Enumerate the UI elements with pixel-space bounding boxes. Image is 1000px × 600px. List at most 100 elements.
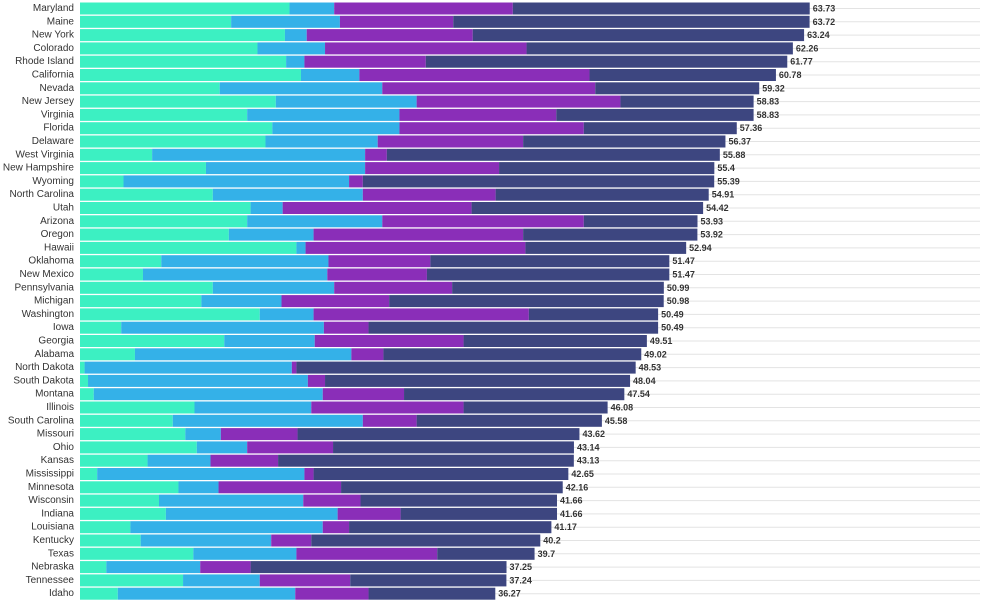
category-label: Texas bbox=[48, 548, 74, 559]
bars bbox=[80, 2, 810, 600]
total-label: 43.13 bbox=[577, 456, 600, 466]
bar-segment-1 bbox=[80, 574, 184, 587]
total-label: 37.25 bbox=[510, 562, 533, 572]
bar-segment-3 bbox=[218, 481, 342, 494]
category-label: Georgia bbox=[38, 336, 74, 347]
bar-segment-3 bbox=[271, 534, 312, 547]
category-label: South Dakota bbox=[13, 375, 74, 386]
category-label: New Mexico bbox=[20, 269, 75, 280]
total-label: 43.62 bbox=[582, 429, 605, 439]
total-label: 63.73 bbox=[813, 4, 836, 14]
bar-segment-1 bbox=[80, 481, 179, 494]
bar-segment-4 bbox=[341, 481, 563, 494]
total-label: 41.66 bbox=[560, 509, 583, 519]
bar-segment-4 bbox=[525, 241, 687, 254]
bar-segment-1 bbox=[80, 401, 195, 414]
total-label: 55.4 bbox=[717, 163, 735, 173]
total-label: 42.16 bbox=[566, 482, 589, 492]
bar-segment-2 bbox=[224, 335, 315, 347]
category-label: Montana bbox=[35, 389, 74, 400]
bar-segment-4 bbox=[311, 534, 541, 547]
bar-segment-1 bbox=[80, 122, 273, 135]
bar-segment-3 bbox=[307, 374, 326, 387]
bar-segment-2 bbox=[152, 148, 366, 161]
total-label: 63.24 bbox=[807, 30, 830, 40]
bar-segment-1 bbox=[80, 587, 118, 600]
total-label: 55.39 bbox=[717, 176, 740, 186]
bar-segment-4 bbox=[526, 42, 793, 55]
category-label: North Dakota bbox=[15, 362, 74, 373]
total-label: 42.65 bbox=[571, 469, 594, 479]
bar-segment-1 bbox=[80, 188, 213, 201]
bar-segment-1 bbox=[80, 55, 287, 68]
bar-segment-1 bbox=[80, 561, 107, 574]
bar-segment-4 bbox=[471, 202, 704, 214]
bar-segment-3 bbox=[328, 255, 431, 268]
total-label: 53.92 bbox=[700, 230, 723, 240]
total-label: 62.26 bbox=[796, 43, 819, 53]
total-label: 49.02 bbox=[644, 349, 667, 359]
bar-segment-3 bbox=[322, 521, 350, 534]
bar-segment-1 bbox=[80, 428, 186, 441]
category-label: Indiana bbox=[41, 508, 74, 519]
bar-segment-1 bbox=[80, 388, 94, 401]
bar-segment-2 bbox=[172, 414, 363, 427]
bar-segment-2 bbox=[201, 295, 282, 308]
bar-segment-3 bbox=[295, 587, 369, 600]
bar-segment-3 bbox=[416, 95, 621, 108]
bar-segment-2 bbox=[228, 228, 314, 241]
category-label: Rhode Island bbox=[15, 56, 74, 67]
bar-segment-4 bbox=[512, 2, 810, 15]
total-label: 50.98 bbox=[667, 296, 690, 306]
total-label: 47.54 bbox=[627, 389, 650, 399]
bar-segment-4 bbox=[350, 574, 507, 587]
bar-segment-3 bbox=[359, 69, 590, 81]
category-label: Hawaii bbox=[44, 242, 74, 253]
bar-segment-1 bbox=[80, 374, 89, 387]
bar-segment-2 bbox=[123, 175, 350, 188]
bar-segment-2 bbox=[212, 281, 335, 294]
total-label: 50.49 bbox=[661, 309, 684, 319]
bar-segment-4 bbox=[583, 215, 698, 228]
total-label: 50.99 bbox=[667, 283, 690, 293]
bar-segment-4 bbox=[296, 361, 636, 374]
category-label: Idaho bbox=[49, 588, 74, 599]
bar-segment-3 bbox=[382, 215, 584, 228]
bar-segment-4 bbox=[523, 228, 698, 241]
bar-segment-1 bbox=[80, 15, 232, 28]
bar-segment-1 bbox=[80, 268, 143, 281]
category-label: Pennsylvania bbox=[15, 282, 75, 293]
bar-segment-1 bbox=[80, 82, 220, 95]
category-label: California bbox=[32, 70, 75, 81]
total-label: 40.2 bbox=[543, 536, 561, 546]
bar-segment-3 bbox=[220, 428, 298, 441]
bar-segment-2 bbox=[231, 15, 340, 28]
bar-segment-2 bbox=[250, 202, 283, 214]
bar-segment-4 bbox=[362, 175, 715, 188]
total-label: 54.42 bbox=[706, 203, 729, 213]
bar-segment-1 bbox=[80, 175, 124, 188]
bar-segment-1 bbox=[80, 547, 194, 560]
category-label: Nevada bbox=[40, 83, 75, 94]
total-label: 63.72 bbox=[813, 17, 836, 27]
bar-segment-4 bbox=[556, 108, 754, 121]
bar-segment-2 bbox=[194, 401, 312, 414]
bar-segment-3 bbox=[334, 281, 453, 294]
bar-segment-3 bbox=[362, 414, 417, 427]
bar-segment-1 bbox=[80, 321, 122, 334]
bar-segment-4 bbox=[250, 561, 507, 574]
total-label: 59.32 bbox=[762, 83, 785, 93]
category-label: Louisiana bbox=[31, 522, 74, 533]
bar-segment-3 bbox=[327, 268, 427, 281]
bar-segment-1 bbox=[80, 135, 266, 148]
bar-segment-3 bbox=[304, 55, 426, 68]
bar-segment-1 bbox=[80, 335, 225, 347]
bar-segment-2 bbox=[183, 574, 260, 587]
bar-segment-1 bbox=[80, 295, 202, 308]
bar-segment-3 bbox=[337, 507, 401, 520]
bar-segment-3 bbox=[296, 547, 438, 560]
bar-segment-2 bbox=[121, 321, 324, 334]
category-label: New York bbox=[32, 30, 75, 41]
bar-segment-3 bbox=[305, 241, 526, 254]
bar-segment-1 bbox=[80, 255, 162, 268]
